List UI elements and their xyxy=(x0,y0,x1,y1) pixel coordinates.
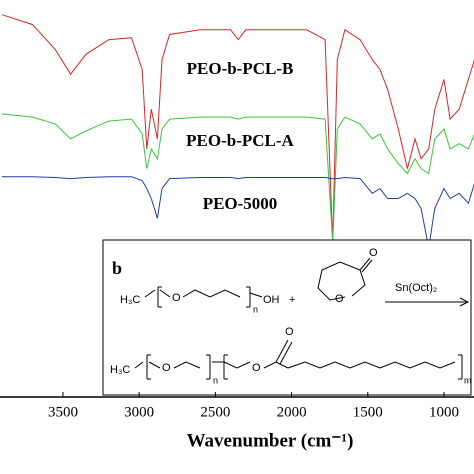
atom-label: O xyxy=(162,362,171,374)
spectrum-line xyxy=(1,113,474,244)
atom-label: O xyxy=(172,292,181,304)
atom-label: H₃C xyxy=(110,364,130,376)
atom-label: O xyxy=(335,293,344,305)
atom-label: O xyxy=(252,362,261,374)
x-tick-label: 2000 xyxy=(277,404,307,420)
x-tick-label: 3500 xyxy=(48,404,78,420)
atom-label: H₃C xyxy=(120,294,140,306)
inset-box xyxy=(102,239,472,396)
reaction-scheme: b H₃C O n OH + O O Sn(Oct)₂ H₃C O n O O … xyxy=(102,239,472,396)
ring xyxy=(317,257,373,301)
catalyst-label: Sn(Oct)₂ xyxy=(395,282,437,294)
atom-label: O xyxy=(285,326,294,338)
x-axis-title: Wavenumber (cm⁻¹) xyxy=(187,430,354,451)
x-tick-label: 3000 xyxy=(124,404,154,420)
x-tick-label: 2500 xyxy=(200,404,230,420)
series-label: PEO-5000 xyxy=(203,194,278,213)
plot-area: PEO-b-PCL-B PEO-b-PCL-A PEO-5000 xyxy=(1,14,474,249)
arrow xyxy=(385,297,470,307)
x-axis: 3500 3000 2500 2000 1500 1000 Wavenumber (cm⁻¹… xyxy=(0,392,474,451)
atom-label: O xyxy=(369,247,378,259)
panel-label: b xyxy=(112,258,122,278)
bond xyxy=(134,339,463,380)
subscript: n xyxy=(213,375,218,385)
x-tick-label: 1500 xyxy=(353,404,383,420)
subscript: m xyxy=(464,375,472,385)
atom-label: OH xyxy=(263,294,280,306)
spectrum-line xyxy=(1,14,474,244)
x-tick-label: 1000 xyxy=(429,404,459,420)
series-label: PEO-b-PCL-B xyxy=(187,59,294,78)
series-label: PEO-b-PCL-A xyxy=(186,131,294,150)
plus-sign: + xyxy=(289,294,295,306)
bond xyxy=(144,286,263,308)
subscript: n xyxy=(253,304,258,314)
